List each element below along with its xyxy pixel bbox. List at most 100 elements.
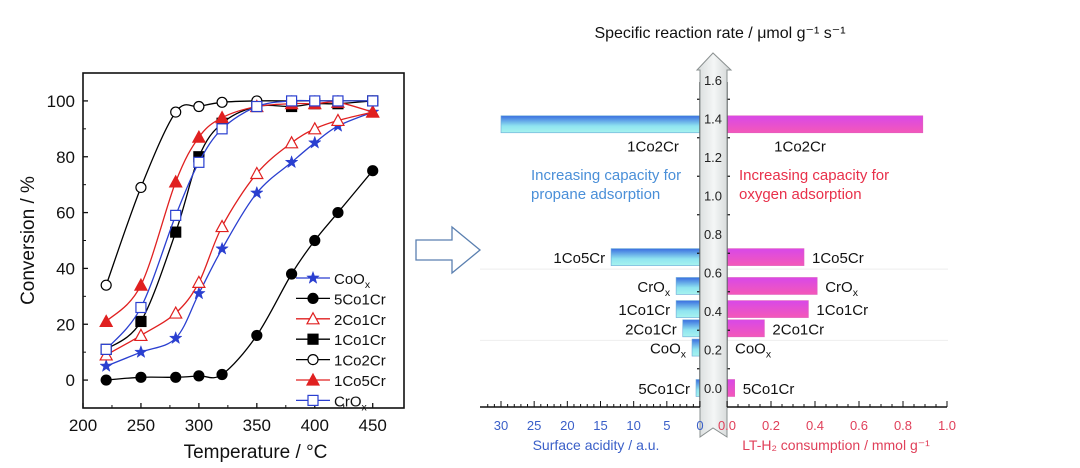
acidity-tick-label: 0 — [696, 418, 703, 433]
data-point — [191, 275, 206, 288]
legend-label: 5Co1Cr — [334, 291, 386, 308]
oxygen-annotation: oxygen adsorption — [739, 186, 862, 203]
acidity-tick-label: 20 — [560, 418, 574, 433]
x-tick-label: 450 — [359, 416, 387, 435]
x-tick-label: 250 — [127, 416, 155, 435]
conversion-chart: 200 250 300 350 400 450 0 20 40 60 80 100 Temperatur… — [18, 72, 405, 463]
data-point — [309, 95, 321, 107]
data-point — [170, 371, 182, 383]
rate-tick-label: 1.6 — [704, 73, 722, 88]
rate-tick-label: 0.8 — [704, 227, 722, 242]
legend-label: 1Co2Cr — [334, 353, 386, 370]
data-point — [251, 100, 263, 113]
h2-bar-label: CoOx — [735, 341, 772, 361]
rate-tick-label: 0.4 — [704, 304, 722, 319]
data-point — [215, 110, 230, 124]
y-tick-label: 0 — [66, 371, 75, 390]
h2-bar — [726, 248, 805, 266]
data-point — [100, 279, 112, 291]
series-line — [105, 101, 373, 322]
h2-tick-label: 0.2 — [762, 418, 780, 433]
series-line — [105, 111, 373, 356]
h2-bar — [726, 115, 924, 134]
data-point — [307, 354, 319, 366]
acidity-bar-label: 1Co1Cr — [618, 302, 670, 319]
h2-bar — [726, 277, 818, 295]
data-point — [168, 330, 183, 345]
x-tick-label: 400 — [301, 416, 329, 435]
data-point — [100, 343, 112, 355]
data-point — [135, 371, 147, 383]
data-point — [305, 372, 321, 386]
data-point — [309, 234, 321, 247]
acidity-tick-label: 5 — [663, 418, 670, 433]
legend-label: 1Co1Cr — [334, 332, 386, 349]
data-point — [135, 181, 147, 194]
acidity-bar — [691, 338, 701, 357]
data-point — [367, 95, 379, 107]
acidity-bar-label: 1Co2Cr — [627, 138, 679, 155]
data-point — [191, 129, 206, 143]
h2-bar-label: 1Co1Cr — [816, 302, 868, 319]
legend-item-CoOx: CoOx — [296, 270, 371, 291]
acidity-bar-label: 2Co1Cr — [625, 321, 677, 338]
h2-tick-label: 0.6 — [850, 418, 868, 433]
data-point — [168, 305, 183, 319]
data-point — [170, 209, 182, 221]
bar-group-CrOx: CrOx CrOx — [637, 277, 859, 299]
acidity-bar-label: CoOx — [650, 341, 687, 361]
bar-group-1Co1Cr: 1Co1Cr 1Co1Cr — [618, 300, 868, 319]
data-point — [193, 100, 205, 113]
data-point — [135, 301, 147, 314]
bar-group-1Co5Cr: 1Co5Cr 1Co5Cr — [553, 248, 864, 267]
x-tick-label: 200 — [69, 416, 97, 435]
data-point — [307, 394, 319, 406]
data-point — [170, 226, 182, 238]
oxygen-annotation: Increasing capacity for — [739, 167, 889, 184]
up-arrow-icon — [695, 52, 733, 438]
h2-bar — [726, 319, 765, 338]
data-point — [170, 106, 182, 118]
data-point — [307, 333, 319, 345]
series-line — [106, 170, 374, 381]
data-point — [285, 268, 298, 280]
data-point — [330, 113, 345, 127]
legend-item-1Co5Cr: 1Co5Cr — [296, 372, 386, 390]
data-point — [168, 174, 183, 188]
propane-annotation: Increasing capacity for — [531, 167, 681, 184]
h2-bar-label: 1Co5Cr — [812, 250, 864, 267]
acidity-tick-label: 25 — [527, 418, 541, 433]
legend-label: 2Co1Cr — [334, 312, 386, 329]
series-line — [105, 111, 373, 367]
acidity-tick-label: 10 — [626, 418, 640, 433]
acidity-bar — [682, 319, 701, 338]
acidity-bar-label: CrOx — [637, 279, 671, 299]
h2-tick-label: 1.0 — [938, 418, 956, 433]
legend-label: CoOx — [334, 271, 371, 291]
data-point — [99, 358, 114, 373]
y-tick-label: 100 — [47, 92, 75, 111]
h2-tick-label: 0.8 — [894, 418, 912, 433]
rate-tick-label: 0.2 — [704, 343, 722, 358]
y-tick-label: 60 — [56, 204, 75, 223]
y-tick-label: 40 — [56, 259, 75, 278]
data-point — [249, 166, 264, 180]
h2-bar-label: 5Co1Cr — [743, 381, 795, 398]
h2-bar — [726, 300, 809, 318]
rate-tick-label: 1.0 — [704, 189, 722, 204]
acidity-bar-label: 5Co1Cr — [638, 381, 690, 398]
data-point — [307, 292, 319, 304]
data-point — [216, 96, 228, 108]
acidity-tick-label: 30 — [494, 418, 508, 433]
y-tick-label: 20 — [56, 315, 75, 334]
acidity-tick-label: 15 — [593, 418, 607, 433]
data-point — [284, 155, 299, 169]
h2-bar-label: CrOx — [825, 279, 859, 299]
propane-annotation: propane adsorption — [531, 186, 660, 203]
series-line — [105, 99, 373, 350]
data-point — [332, 206, 344, 219]
data-point — [215, 241, 229, 255]
bar-group-2Co1Cr: 2Co1Cr 2Co1Cr — [625, 319, 824, 338]
data-point — [193, 156, 205, 168]
